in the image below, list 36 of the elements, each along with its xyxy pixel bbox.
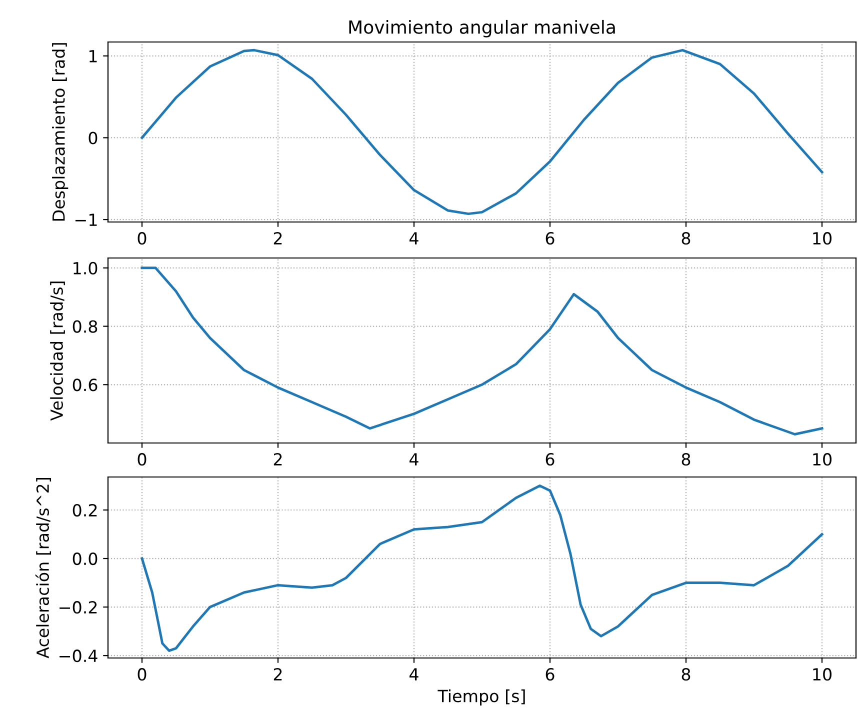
line-series (140, 48, 824, 216)
line-series (140, 484, 824, 652)
x-tick-label: 4 (410, 668, 418, 680)
x-tick-label: 6 (546, 453, 554, 466)
y-axis-title: Desplazamiento [rad] (52, 43, 68, 221)
y-tick-label: 0.6 (72, 378, 98, 392)
y-tick-label: 0.2 (72, 504, 97, 517)
x-tick-label: 10 (813, 668, 832, 681)
x-tick-label: 4 (410, 232, 418, 244)
x-tick-label: 0 (138, 453, 146, 466)
x-tick-label: 10 (813, 232, 832, 245)
x-tick-label: 6 (546, 668, 554, 681)
x-tick-label: 4 (410, 453, 418, 466)
x-tick-label: 0 (138, 232, 146, 245)
y-tick-label: −0.2 (60, 601, 97, 614)
y-tick-label: 0.0 (72, 552, 98, 566)
y-tick-label: −1 (75, 214, 97, 226)
chart-title: Movimiento angular manivela (349, 20, 615, 38)
x-tick-label: 2 (274, 453, 282, 466)
x-axis-title: Tiempo [s] (438, 689, 525, 706)
x-tick-label: 2 (274, 668, 282, 680)
x-tick-label: 8 (682, 453, 690, 466)
y-tick-label: 1.0 (74, 262, 98, 274)
x-tick-label: 2 (274, 232, 282, 244)
y-axis-title: Aceleración [rad/s^2] (35, 478, 51, 658)
x-tick-label: 6 (546, 232, 554, 245)
x-tick-label: 0 (138, 668, 146, 681)
y-axis-title: Velocidad [rad/s] (50, 282, 65, 421)
x-tick-label: 8 (682, 668, 690, 681)
y-tick-label: −0.4 (60, 650, 98, 662)
x-tick-label: 10 (813, 453, 832, 466)
x-tick-label: 8 (682, 232, 690, 245)
y-tick-label: 0 (88, 132, 98, 144)
y-tick-label: 1 (90, 50, 97, 62)
line-series (140, 266, 824, 436)
y-tick-label: 0.8 (72, 320, 98, 333)
